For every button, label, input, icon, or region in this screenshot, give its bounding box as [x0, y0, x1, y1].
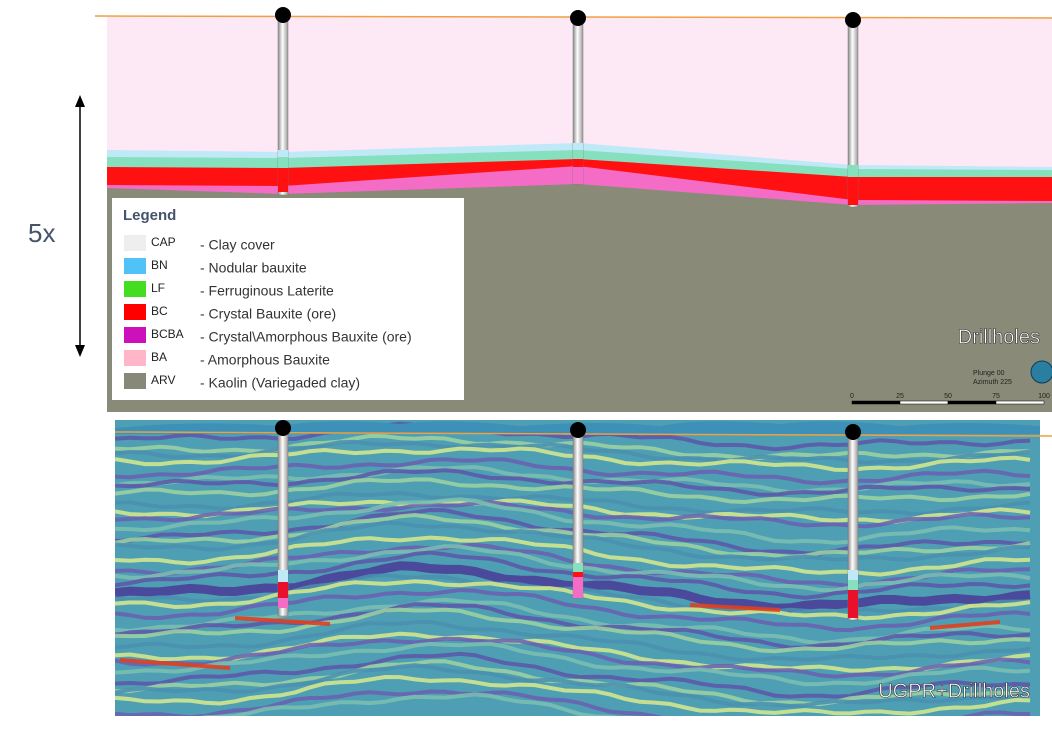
- legend-description: - Crystal\Amorphous Bauxite (ore): [200, 329, 412, 345]
- drillhole-interval: [278, 168, 288, 192]
- scale-segment: [996, 401, 1044, 404]
- legend-swatch: [124, 350, 146, 366]
- scale-label: 0: [850, 393, 854, 400]
- legend-swatch: [124, 281, 146, 297]
- legend-title: Legend: [123, 207, 176, 224]
- scale-label: 100: [1038, 393, 1050, 400]
- legend-code: BC: [151, 304, 168, 318]
- drillhole-interval: [278, 570, 288, 582]
- orientation-globe: [1031, 361, 1052, 383]
- legend-description: - Clay cover: [200, 237, 275, 253]
- drillhole-interval: [573, 572, 583, 577]
- legend-box: [112, 198, 464, 400]
- drillhole-interval: [848, 165, 858, 177]
- legend-swatch: [124, 304, 146, 320]
- collar: [845, 12, 861, 28]
- drillhole-interval: [848, 177, 858, 205]
- drillhole-interval: [278, 150, 288, 157]
- legend-code: LF: [151, 281, 165, 295]
- drillhole-interval: [848, 590, 858, 618]
- legend-description: - Nodular bauxite: [200, 260, 307, 276]
- legend-description: - Amorphous Bauxite: [200, 352, 330, 368]
- legend-description: - Kaolin (Variegaded clay): [200, 375, 360, 391]
- legend-code: BA: [151, 350, 167, 364]
- legend-code: CAP: [151, 235, 176, 249]
- arrow-head: [75, 345, 85, 357]
- panel-label: Drillholes: [958, 326, 1040, 348]
- legend-description: - Crystal Bauxite (ore): [200, 306, 336, 322]
- scale-label: 50: [944, 393, 952, 400]
- legend: Legend CAP - Clay cover BN - Nodular bauxit…: [112, 198, 464, 400]
- collar: [275, 7, 291, 23]
- legend-swatch: [124, 258, 146, 274]
- legend-code: ARV: [151, 373, 175, 387]
- drillhole-interval: [278, 157, 288, 168]
- drillhole-interval: [278, 582, 288, 598]
- legend-code: BN: [151, 258, 168, 272]
- figure: 5x Drillholes Plunge 00 Azimuth 225 0 25 5…: [0, 0, 1052, 738]
- drillhole-interval: [848, 580, 858, 590]
- legend-description: - Ferruginous Laterite: [200, 283, 334, 299]
- drillhole-interval: [573, 159, 583, 167]
- legend-swatch: [124, 373, 146, 389]
- plunge: Plunge 00: [973, 370, 1005, 377]
- collar: [275, 420, 291, 436]
- scale-label: 25: [896, 393, 904, 400]
- collar: [845, 424, 861, 440]
- panel-label: UGPR+Drillholes: [878, 680, 1030, 702]
- drillhole-interval: [573, 143, 583, 150]
- collar: [570, 422, 586, 438]
- drillhole-interval: [573, 167, 583, 184]
- scale-segment: [900, 401, 948, 404]
- drillhole-interval: [573, 150, 583, 159]
- drillhole-interval: [573, 577, 583, 598]
- drillhole-interval: [848, 570, 858, 580]
- bottom-panel: UGPR+Drillholes: [115, 420, 1052, 736]
- azimuth: Azimuth 225: [973, 379, 1012, 386]
- arrow-head: [75, 95, 85, 107]
- legend-swatch: [124, 235, 146, 251]
- legend-swatch: [124, 327, 146, 343]
- scale-segment: [852, 401, 900, 404]
- scale-segment: [948, 401, 996, 404]
- drillhole-interval: [573, 563, 583, 572]
- scale-label: 75: [992, 393, 1000, 400]
- legend-code: BCBA: [151, 327, 184, 341]
- exaggeration-label: 5x: [28, 218, 55, 248]
- collar: [570, 10, 586, 26]
- drillhole-interval: [278, 598, 288, 608]
